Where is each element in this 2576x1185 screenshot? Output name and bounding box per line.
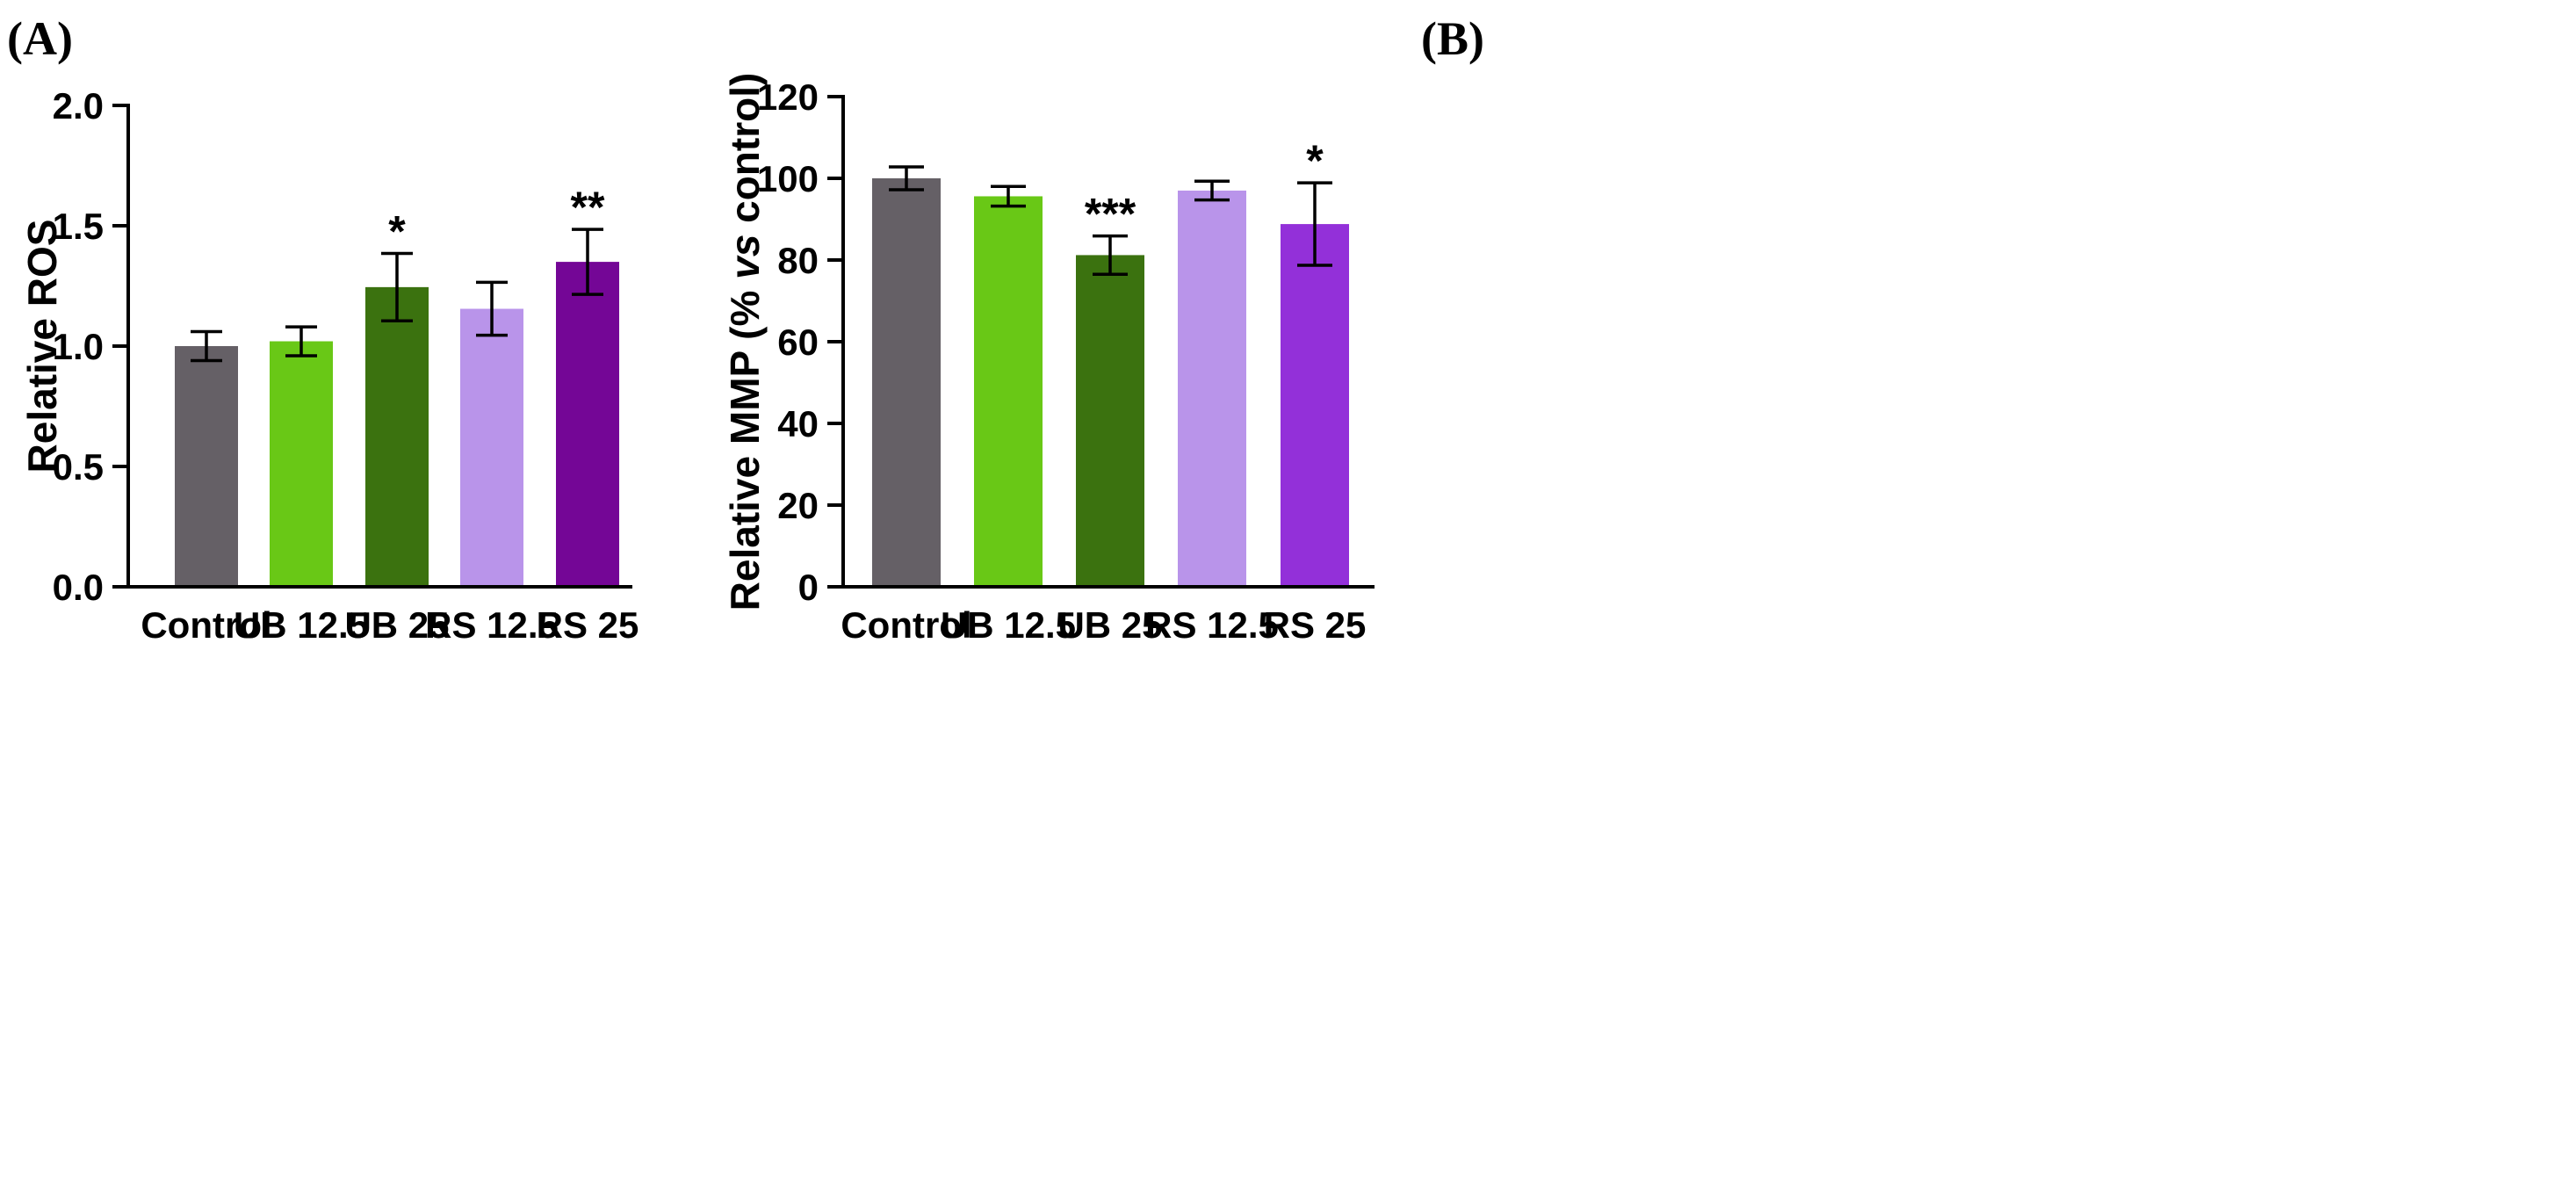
- panel-a-y-axis-title: Relative ROS: [19, 220, 65, 473]
- error-bar: [381, 251, 413, 322]
- panel-a-y-ticks: 0.0 0.5 1.0 1.5 2.0: [53, 85, 128, 608]
- bar: [1076, 255, 1144, 587]
- y-tick-label: 40: [777, 403, 819, 444]
- panel-b-significance: ****: [1085, 136, 1324, 238]
- y-tick-label: 20: [777, 485, 819, 526]
- category-label: UB 12.5: [941, 604, 1076, 646]
- category-label: RS 25: [1264, 604, 1367, 646]
- panel-a-error-bars: [191, 228, 603, 363]
- error-bar: [191, 329, 222, 363]
- y-tick-label: 100: [757, 158, 819, 199]
- category-label: UB 25: [1057, 604, 1162, 646]
- bar: [460, 308, 523, 587]
- panel-a-bars: [175, 262, 619, 587]
- error-bar: [476, 280, 508, 337]
- error-bar: [889, 165, 924, 191]
- y-tick-label: 0.0: [53, 567, 104, 608]
- y-tick-label: 0: [798, 567, 819, 608]
- panel-b-error-bars: [889, 165, 1332, 277]
- category-label: RS 25: [537, 604, 639, 646]
- panel-b-y-ticks: 0 20 40 60 80 100 120: [757, 76, 843, 608]
- error-bar: [572, 228, 603, 296]
- significance-marker: **: [571, 183, 605, 232]
- bar: [175, 346, 238, 587]
- bar: [1178, 190, 1246, 587]
- panel-b-label: (B): [1421, 12, 1484, 65]
- panel-b-y-axis-title-part-1: Relative MMP (%: [722, 279, 768, 611]
- category-label: RS 12.5: [425, 604, 559, 646]
- y-tick-label: 120: [757, 76, 819, 118]
- y-tick-label: 0.5: [53, 446, 104, 488]
- category-label: Control: [841, 604, 971, 646]
- category-label: UB 12.5: [234, 604, 369, 646]
- category-label: Control: [141, 604, 271, 646]
- error-bar: [1093, 234, 1128, 277]
- bar: [270, 341, 333, 587]
- panel-b-y-axis-title-part-2: vs: [722, 235, 768, 279]
- error-bar: [991, 184, 1026, 208]
- significance-marker: *: [388, 207, 406, 257]
- y-tick-label: 80: [777, 240, 819, 281]
- y-tick-label: 1.0: [53, 326, 104, 367]
- bar: [974, 196, 1043, 587]
- bar: [556, 262, 619, 587]
- panel-b-y-axis-title: Relative MMP (% vs control): [722, 73, 768, 611]
- y-tick-label: 2.0: [53, 85, 104, 126]
- panel-b-bars: [872, 178, 1349, 587]
- bar: [1281, 224, 1349, 587]
- significance-marker: *: [1306, 136, 1324, 185]
- y-tick-label: 1.5: [53, 206, 104, 247]
- y-tick-label: 60: [777, 322, 819, 363]
- significance-marker: ***: [1085, 190, 1136, 239]
- panel-a-label: (A): [7, 12, 73, 65]
- panel-b-y-axis-title-part-3: control): [722, 73, 768, 235]
- error-bar: [1297, 181, 1332, 267]
- category-label: UB 25: [344, 604, 449, 646]
- bar: [365, 286, 429, 587]
- category-label: RS 12.5: [1145, 604, 1279, 646]
- error-bar: [285, 325, 317, 358]
- bar: [872, 178, 941, 587]
- error-bar: [1194, 179, 1230, 202]
- panel-a-significance: * **: [388, 183, 605, 256]
